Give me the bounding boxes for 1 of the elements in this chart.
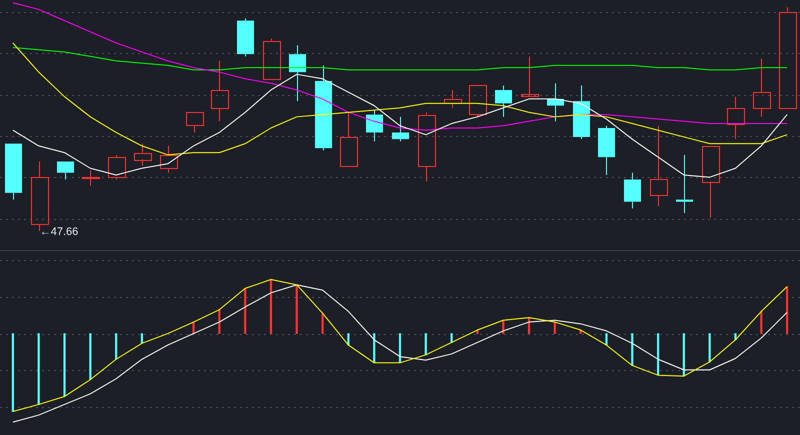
annotation: ←47.66 bbox=[40, 226, 78, 238]
